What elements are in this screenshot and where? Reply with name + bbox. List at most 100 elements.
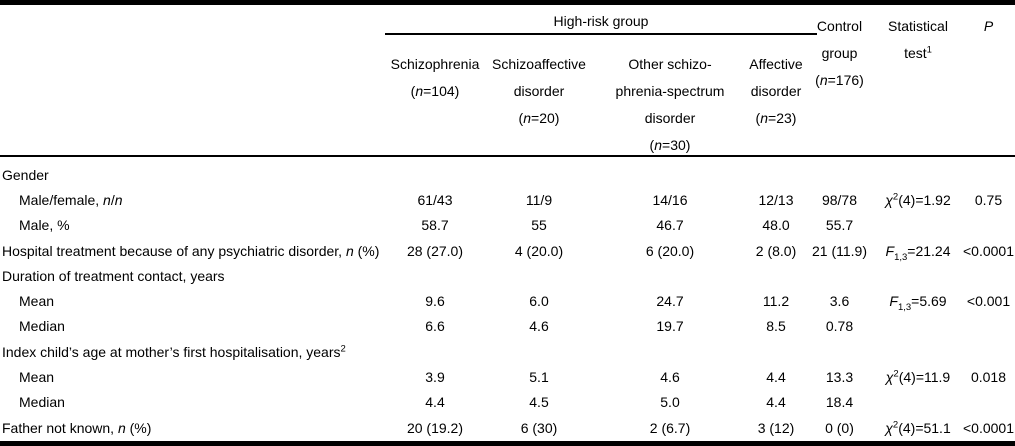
cell-other-spectrum: 46.7	[656, 217, 684, 234]
cell-schizoaffective: 4 (20.0)	[514, 242, 564, 259]
table-header: High-risk group Schizophrenia (n=104) Schi…	[0, 5, 1015, 155]
column-header-affective: Affective disorder (n=23)	[747, 51, 805, 159]
column-header-other-spectrum-line: phrenia-spectrum	[615, 83, 725, 99]
row-label: Duration of treatment contact, years	[2, 267, 225, 284]
spanner-high-risk-group: High-risk group	[553, 13, 649, 29]
cell-affective: 8.5	[766, 318, 786, 335]
column-header-control-group-line: group	[821, 45, 858, 61]
column-header-statistical-test: Statistical test1	[874, 13, 962, 67]
cell-affective: 48.0	[762, 217, 790, 234]
column-header-schizophrenia-line: (n=104)	[410, 83, 460, 99]
table-row: Male, % 58.7 55 46.7 48.0 55.7	[0, 213, 1015, 238]
column-header-other-spectrum-line: Other schizo-	[628, 56, 712, 72]
cell-stat-test: χ2(4)=51.1	[885, 418, 951, 436]
cell-schizophrenia: 4.4	[425, 394, 445, 411]
cell-stat-test: F1,3=21.24	[885, 242, 951, 263]
spanner-rule	[385, 33, 817, 35]
column-header-affective-line: disorder	[750, 83, 802, 99]
column-header-affective-line: (n=23)	[755, 110, 797, 126]
subgroup-headers: Schizophrenia (n=104) Schizoaffective disor…	[385, 51, 805, 159]
row-label: Father not known, n (%)	[2, 419, 152, 436]
column-header-other-spectrum: Other schizo-phrenia-spectrum disorder (n=…	[593, 51, 747, 159]
cell-other-spectrum: 24.7	[656, 293, 684, 310]
cell-affective: 4.4	[766, 394, 786, 411]
column-header-statistical-test-line: test1	[904, 44, 932, 61]
cell-schizophrenia: 3.9	[425, 369, 445, 386]
column-header-control-group: Control group (n=176)	[805, 13, 874, 94]
cell-affective: 11.2	[762, 293, 790, 310]
cell-schizophrenia: 6.6	[425, 318, 445, 335]
cell-schizoaffective: 5.1	[529, 369, 549, 386]
cell-affective: 2 (8.0)	[755, 242, 797, 259]
row-label: Median	[19, 394, 65, 411]
column-header-schizoaffective-line: Schizoaffective	[492, 56, 586, 72]
cell-other-spectrum: 14/16	[652, 191, 688, 208]
table-row: Father not known, n (%) 20 (19.2) 6 (30) 2 …	[0, 415, 1015, 440]
cell-control: 13.3	[825, 369, 854, 386]
table-row: Median 6.6 4.6 19.7 8.5 0.78	[0, 314, 1015, 339]
table-row: Median 4.4 4.5 5.0 4.4 18.4	[0, 390, 1015, 415]
cell-affective: 3 (12)	[757, 419, 795, 436]
column-header-control-group-line: (n=176)	[815, 72, 864, 88]
cell-schizophrenia: 61/43	[417, 191, 453, 208]
column-header-schizoaffective: Schizoaffective disorder (n=20)	[485, 51, 593, 159]
cell-other-spectrum: 5.0	[660, 394, 680, 411]
cell-other-spectrum: 4.6	[660, 369, 680, 386]
cell-p-value: <0.0001	[963, 419, 1014, 436]
cell-control: 3.6	[829, 293, 850, 310]
cell-p-value: 0.75	[974, 191, 1003, 208]
header-separator-rule	[0, 155, 1015, 157]
cell-schizophrenia: 20 (19.2)	[406, 419, 464, 436]
row-label: Male/female, n/n	[19, 191, 123, 208]
column-header-p: P	[983, 18, 994, 34]
cell-p-value: <0.001	[966, 293, 1011, 310]
column-header-schizoaffective-line: disorder	[513, 83, 565, 99]
row-label: Hospital treatment because of any psychi…	[2, 242, 380, 259]
cell-control: 18.4	[825, 394, 854, 411]
cell-p-value: <0.0001	[963, 242, 1014, 259]
column-header-statistical-test-line: Statistical	[888, 18, 948, 34]
table-row: Hospital treatment because of any psychi…	[0, 238, 1015, 263]
cell-schizophrenia: 9.6	[425, 293, 445, 310]
cell-schizoaffective: 4.6	[529, 318, 549, 335]
cell-p-value: 0.018	[970, 369, 1007, 386]
cell-schizoaffective: 55	[531, 217, 547, 234]
column-header-other-spectrum-line: disorder	[644, 110, 696, 126]
cell-other-spectrum: 2 (6.7)	[649, 419, 691, 436]
cell-schizophrenia: 58.7	[421, 217, 449, 234]
column-header-affective-line: Affective	[749, 56, 803, 72]
column-header-other-spectrum-line: (n=30)	[649, 137, 691, 153]
cell-control: 0 (0)	[825, 419, 854, 436]
cell-schizoaffective: 11/9	[525, 191, 553, 208]
column-header-control-group-line: Control	[816, 18, 863, 34]
cell-schizophrenia: 28 (27.0)	[406, 242, 464, 259]
cell-affective: 12/13	[758, 191, 794, 208]
cell-control: 0.78	[825, 318, 854, 335]
cell-control: 55.7	[825, 217, 854, 234]
cell-control: 98/78	[821, 191, 858, 208]
cell-schizoaffective: 4.5	[529, 394, 549, 411]
bottom-rule	[0, 441, 1015, 446]
column-header-schizoaffective-line: (n=20)	[518, 110, 560, 126]
cell-schizoaffective: 6 (30)	[520, 419, 558, 436]
table-row: Male/female, n/n 61/43 11/9 14/16 12/13 98/78…	[0, 187, 1015, 212]
cell-affective: 4.4	[766, 369, 786, 386]
row-label: Gender	[2, 166, 49, 183]
column-header-schizophrenia: Schizophrenia (n=104)	[385, 51, 485, 159]
cell-stat-test: χ2(4)=11.9	[885, 368, 951, 386]
cell-stat-test: χ2(4)=1.92	[885, 191, 951, 208]
cell-other-spectrum: 19.7	[656, 318, 684, 335]
row-label: Male, %	[19, 217, 70, 234]
cell-schizoaffective: 6.0	[529, 293, 549, 310]
row-label: Mean	[19, 293, 55, 310]
column-header-schizophrenia-line: Schizophrenia	[390, 56, 480, 72]
top-rule	[0, 0, 1015, 5]
cell-control: 21 (11.9)	[812, 242, 867, 259]
table-row: Gender	[0, 162, 1015, 187]
row-label: Median	[19, 318, 65, 335]
row-label: Index child’s age at mother’s first hosp…	[2, 343, 346, 360]
table-body: Gender Male/female, n/n 61/43 11/9 14/16 12/1…	[0, 157, 1015, 440]
cell-stat-test: F1,3=5.69	[889, 293, 947, 313]
row-label: Mean	[19, 369, 55, 386]
